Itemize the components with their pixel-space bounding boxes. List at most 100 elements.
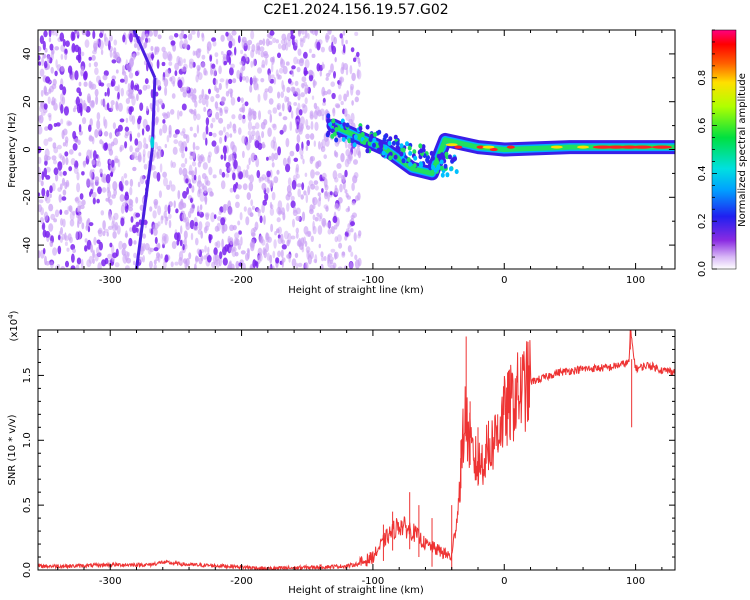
spectral-point xyxy=(299,116,305,127)
spectral-point xyxy=(275,257,280,264)
spectral-point xyxy=(62,218,66,228)
carrier-green-band xyxy=(331,123,675,176)
spectral-point xyxy=(321,256,325,262)
spectral-point xyxy=(197,189,201,198)
spectral-point xyxy=(282,65,288,75)
spectral-point xyxy=(270,204,274,210)
spectral-point xyxy=(106,231,109,237)
carrier-noise-point xyxy=(387,140,392,146)
spectral-point xyxy=(49,193,52,198)
spectral-point xyxy=(197,211,200,217)
spectral-point xyxy=(193,111,197,121)
spectral-point xyxy=(289,121,293,131)
spectral-point xyxy=(333,71,336,79)
spectral-point xyxy=(358,61,361,68)
spectral-point xyxy=(171,161,177,168)
spectral-point xyxy=(205,213,210,221)
spectral-point xyxy=(250,60,253,68)
spectral-point xyxy=(325,32,329,43)
snr-plot-area xyxy=(38,330,675,570)
spectral-point xyxy=(198,257,203,265)
spectral-point xyxy=(329,259,334,265)
spectral-point xyxy=(286,86,291,93)
spectral-point xyxy=(196,124,200,134)
spectral-point xyxy=(275,39,279,44)
spectral-point xyxy=(153,149,157,158)
spectral-point xyxy=(182,91,187,98)
spectral-point xyxy=(247,207,252,216)
spectral-point xyxy=(71,253,75,263)
spectral-point xyxy=(72,248,76,254)
spectral-point xyxy=(174,232,179,241)
spectral-point xyxy=(235,260,240,269)
spectral-point xyxy=(301,211,306,222)
spectral-point xyxy=(190,202,196,212)
spectral-point xyxy=(67,121,73,126)
spectral-point xyxy=(339,82,342,87)
spectral-point xyxy=(199,192,205,202)
spectral-point xyxy=(43,60,48,69)
spectral-point xyxy=(111,194,116,199)
spectral-point xyxy=(351,100,354,106)
spectral-point xyxy=(289,150,295,157)
spectral-point xyxy=(192,151,196,159)
spectral-point xyxy=(330,264,336,269)
spectral-point xyxy=(350,215,355,219)
spectrogram-y-ticks: -40 -20 0 20 40 xyxy=(22,29,675,270)
spectral-point xyxy=(175,208,179,214)
spectral-point xyxy=(79,204,85,210)
spectral-point xyxy=(268,155,272,161)
spectral-point xyxy=(355,195,359,202)
spectral-point xyxy=(229,121,232,129)
spectral-point xyxy=(92,49,97,55)
spectral-point xyxy=(115,131,121,137)
spectral-point xyxy=(118,240,123,250)
colorbar-label: Normalized spectral amplitude xyxy=(737,73,748,227)
spectral-point xyxy=(96,75,101,84)
spectral-point xyxy=(75,54,81,61)
spectral-point xyxy=(88,134,93,141)
spectral-point xyxy=(136,231,141,237)
spectral-point xyxy=(351,182,355,192)
carrier-noise-point xyxy=(391,140,396,146)
spectral-point xyxy=(64,232,67,241)
carrier-noise-point xyxy=(352,142,357,148)
spectral-point xyxy=(201,54,206,60)
spectral-point xyxy=(216,145,220,154)
spectral-point xyxy=(53,146,59,154)
spectral-point xyxy=(74,137,79,144)
spectral-point xyxy=(134,138,139,146)
spectral-point xyxy=(84,245,88,252)
spectral-point xyxy=(95,160,99,167)
x-tick-label: -200 xyxy=(230,576,253,587)
spectral-point xyxy=(286,239,290,247)
spectral-point xyxy=(297,30,302,35)
spectral-point xyxy=(60,104,64,114)
spectral-point xyxy=(185,221,191,231)
spectral-point xyxy=(339,183,343,193)
spectral-point xyxy=(159,163,163,173)
spectral-point xyxy=(215,93,220,99)
spectral-point xyxy=(226,123,230,130)
spectral-point xyxy=(60,118,64,125)
spectral-point xyxy=(252,58,256,67)
spectral-point xyxy=(45,76,51,84)
spectral-point xyxy=(245,141,251,151)
spectral-point xyxy=(100,49,104,56)
spectral-point xyxy=(130,216,134,223)
carrier-noise-point xyxy=(443,163,448,169)
spectral-point xyxy=(337,172,343,179)
spectral-point xyxy=(330,81,336,87)
spectral-point xyxy=(119,194,125,202)
spectral-point xyxy=(65,157,69,166)
spectral-point xyxy=(219,136,223,144)
spectral-point xyxy=(222,53,227,60)
spectral-point xyxy=(43,138,49,146)
spectral-point xyxy=(203,196,208,203)
spectral-point xyxy=(102,173,107,184)
spectral-point xyxy=(154,236,158,245)
spectral-point xyxy=(305,145,309,151)
spectral-point xyxy=(70,158,76,166)
spectral-point xyxy=(311,95,315,100)
spectral-point xyxy=(111,75,117,80)
